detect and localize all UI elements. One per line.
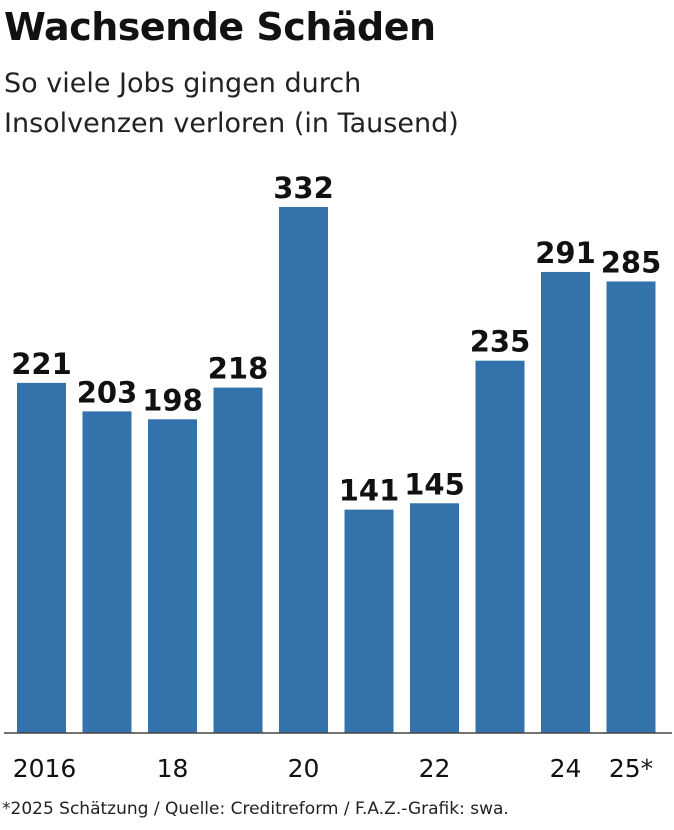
data-label-2020: 332 <box>273 171 334 205</box>
x-tick-label-2024: 24 <box>550 754 582 783</box>
data-label-2018: 198 <box>142 383 203 417</box>
data-label-2017: 203 <box>77 375 138 409</box>
chart-title: Wachsende Schäden <box>4 5 436 49</box>
x-tick-label-2020: 20 <box>288 754 320 783</box>
x-tick-label-2018: 18 <box>157 754 189 783</box>
x-tick-label-2022: 22 <box>419 754 451 783</box>
bar-2024 <box>541 271 590 733</box>
subtitle-line-1: So viele Jobs gingen durch <box>4 68 362 99</box>
data-label-2023: 235 <box>470 325 531 359</box>
subtitle-line-2: Insolvenzen verloren (in Tausend) <box>4 108 459 139</box>
data-label-2025: 285 <box>601 245 662 279</box>
bar-2019 <box>213 387 263 733</box>
x-tick-label-2016: 2016 <box>13 754 77 783</box>
bars-group <box>17 207 656 733</box>
bar-2016 <box>17 382 66 733</box>
data-label-2019: 218 <box>208 352 269 386</box>
chart-subtitle: So viele Jobs gingen durch Insolvenzen v… <box>4 64 459 144</box>
bar-2022 <box>410 503 459 733</box>
bar-2023 <box>475 360 525 733</box>
data-label-2024: 291 <box>535 236 596 270</box>
bar-2021 <box>344 509 394 733</box>
bar-2020 <box>279 207 328 733</box>
source-note: *2025 Schätzung / Quelle: Creditreform /… <box>2 799 509 819</box>
bar-2017 <box>82 411 132 733</box>
data-label-2022: 145 <box>404 467 465 501</box>
x-tick-label-2025: 25* <box>609 754 653 783</box>
data-label-2016: 221 <box>11 347 72 381</box>
bar-2025 <box>606 281 656 733</box>
bar-2018 <box>148 419 197 733</box>
x-tick-labels-group: 2016 18 20 22 24 25* <box>13 754 653 783</box>
data-label-2021: 141 <box>339 474 400 508</box>
